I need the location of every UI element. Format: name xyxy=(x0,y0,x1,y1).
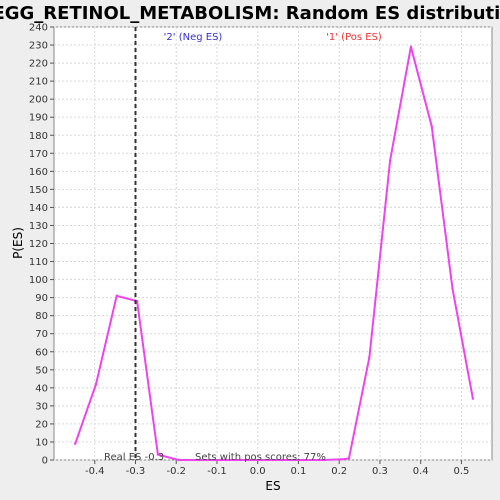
data-point xyxy=(302,458,305,462)
data-point xyxy=(430,125,433,128)
y-tick-label: 230 xyxy=(29,41,48,52)
y-axis-label: P(ES) xyxy=(11,227,25,259)
y-tick-label: 170 xyxy=(29,149,48,160)
y-tick-label: 100 xyxy=(29,275,48,286)
data-point xyxy=(281,458,284,462)
data-point xyxy=(239,458,243,462)
real-es-label: Real ES -0.3 xyxy=(104,452,164,463)
y-tick-label: 70 xyxy=(35,329,48,340)
data-point xyxy=(368,355,371,359)
data-point xyxy=(135,300,139,303)
data-point xyxy=(388,159,392,162)
y-tick-label: 240 xyxy=(29,23,48,34)
data-point xyxy=(73,442,77,445)
series-points xyxy=(73,45,475,462)
y-tick-label: 120 xyxy=(29,239,48,250)
y-tick-label: 90 xyxy=(35,293,48,304)
y-tick-label: 180 xyxy=(29,131,48,142)
data-point xyxy=(322,458,326,462)
data-point xyxy=(177,458,180,462)
y-tick-label: 20 xyxy=(35,419,48,430)
x-tick-label: 0.4 xyxy=(413,466,429,477)
data-point xyxy=(471,397,475,400)
y-tick-label: 60 xyxy=(35,347,48,358)
x-tick-label: 0.5 xyxy=(453,466,469,477)
data-point xyxy=(198,458,201,462)
y-tick-label: 30 xyxy=(35,401,48,412)
y-tick-label: 160 xyxy=(29,167,48,178)
x-tick-label: -0.1 xyxy=(207,466,227,477)
data-point xyxy=(347,456,351,460)
data-point xyxy=(219,458,222,462)
data-point xyxy=(260,458,263,462)
pos-scores-label: Sets with pos scores: 77% xyxy=(195,452,326,463)
y-tick-label: 190 xyxy=(29,113,48,124)
pos-es-label: '1' (Pos ES) xyxy=(326,32,382,43)
y-tick-label: 110 xyxy=(29,257,48,268)
y-tick-label: 140 xyxy=(29,203,48,214)
y-tick-label: 130 xyxy=(29,221,48,232)
data-point xyxy=(409,45,413,49)
x-tick-label: -0.2 xyxy=(166,466,186,477)
data-point xyxy=(115,294,118,298)
y-tick-label: 0 xyxy=(42,456,48,467)
x-tick-label: 0.0 xyxy=(250,466,266,477)
y-tick-label: 200 xyxy=(29,95,48,106)
x-tick-label: 0.2 xyxy=(331,466,347,477)
y-tick-label: 210 xyxy=(29,77,48,88)
y-tick-label: 10 xyxy=(35,437,48,448)
x-axis-label: ES xyxy=(265,479,280,493)
x-tick-label: -0.3 xyxy=(126,466,146,477)
y-tick-label: 40 xyxy=(35,383,48,394)
x-tick-label: -0.4 xyxy=(85,466,105,477)
data-point xyxy=(343,457,347,461)
y-tick-label: 220 xyxy=(29,59,48,70)
x-tick-label: 0.1 xyxy=(291,466,307,477)
y-tick-label: 50 xyxy=(35,365,48,376)
y-axis: 0 10 20 30 40 50 60 70 80 90 100 110 120 130 140 150 160… xyxy=(29,23,54,467)
chart-title: KEGG_RETINOL_METABOLISM: Random ES distr… xyxy=(0,3,500,24)
data-point xyxy=(94,383,98,386)
y-tick-label: 150 xyxy=(29,185,48,196)
data-point xyxy=(451,287,454,290)
data-point xyxy=(156,453,160,456)
y-tick-label: 80 xyxy=(35,311,48,322)
x-tick-label: 0.3 xyxy=(372,466,388,477)
neg-es-label: '2' (Neg ES) xyxy=(164,32,223,43)
